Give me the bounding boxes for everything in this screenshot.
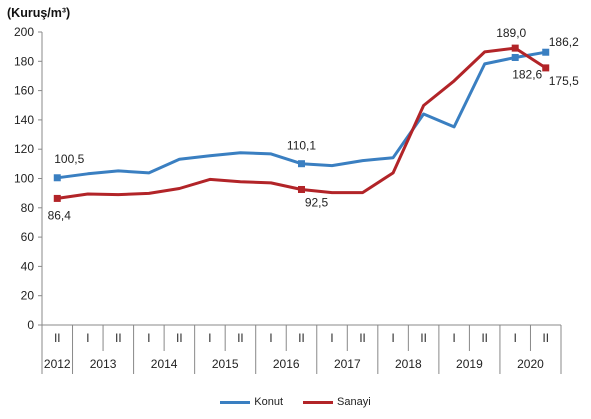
data-marker-sanayi (511, 44, 519, 52)
series-line-konut (55, 50, 548, 180)
x-tick-label: II (298, 333, 304, 345)
x-tick-label: I (330, 333, 333, 345)
data-marker-sanayi (298, 185, 305, 193)
y-tick-label: 20 (21, 289, 35, 303)
data-marker-konut (511, 53, 519, 61)
data-label: 92,5 (305, 195, 329, 209)
data-marker-sanayi (53, 194, 61, 202)
series-line-sanayi (55, 46, 548, 200)
legend-label-konut: Konut (254, 396, 284, 408)
y-tick-label: 120 (14, 142, 34, 156)
y-tick-label: 180 (14, 54, 34, 68)
x-tick-label: I (391, 333, 394, 345)
x-tick-label: I (86, 333, 89, 345)
y-tick-label: 40 (21, 259, 35, 273)
y-axis-unit-label: (Kuruş/m³) (7, 6, 71, 20)
data-label: 100,5 (54, 152, 84, 166)
data-marker-sanayi (542, 64, 550, 72)
y-tick-label: 160 (14, 84, 34, 98)
x-year-label: 2016 (273, 357, 300, 371)
legend-label-sanayi: Sanayi (337, 396, 371, 408)
x-tick-label: I (269, 333, 272, 345)
x-year-label: 2014 (151, 357, 178, 371)
data-label: 86,4 (48, 208, 72, 222)
y-tick-label: 100 (14, 172, 34, 186)
x-year-label: 2012 (44, 357, 71, 371)
x-tick-label: II (115, 333, 121, 345)
x-year-label: 2020 (517, 357, 544, 371)
x-tick-label: II (543, 333, 549, 345)
x-tick-label: II (359, 333, 365, 345)
x-tick-label: I (208, 333, 211, 345)
data-marker-konut (298, 160, 305, 168)
data-label: 110,1 (287, 139, 316, 153)
x-tick-label: II (54, 333, 60, 345)
legend-item-sanayi[interactable]: Sanayi (303, 396, 371, 408)
legend-swatch-konut (220, 400, 251, 404)
chart-legend: Konut Sanayi (0, 396, 591, 408)
data-label: 189,0 (496, 26, 526, 40)
data-label: 175,5 (549, 74, 579, 88)
x-tick-label: I (453, 333, 456, 345)
y-tick-label: 200 (14, 25, 34, 39)
x-year-label: 2019 (456, 357, 483, 371)
y-tick-label: 140 (14, 113, 34, 127)
legend-item-konut[interactable]: Konut (220, 396, 283, 408)
y-tick-label: 80 (21, 201, 35, 215)
x-tick-label: II (237, 333, 243, 345)
x-year-label: 2018 (395, 357, 422, 371)
data-label: 186,2 (549, 35, 579, 49)
y-tick-label: 60 (21, 230, 35, 244)
x-year-label: 2017 (334, 357, 361, 371)
x-tick-label: II (176, 333, 182, 345)
x-tick-label: I (514, 333, 517, 345)
x-tick-label: II (420, 333, 426, 345)
x-year-label: 2015 (212, 357, 239, 371)
y-tick-label: 0 (27, 318, 34, 332)
legend-swatch-sanayi (303, 400, 334, 404)
data-marker-konut (542, 48, 550, 56)
x-year-label: 2013 (90, 357, 117, 371)
x-tick-label: II (481, 333, 487, 345)
data-label: 182,6 (512, 67, 542, 81)
x-tick-label: I (147, 333, 150, 345)
data-marker-konut (53, 174, 61, 182)
